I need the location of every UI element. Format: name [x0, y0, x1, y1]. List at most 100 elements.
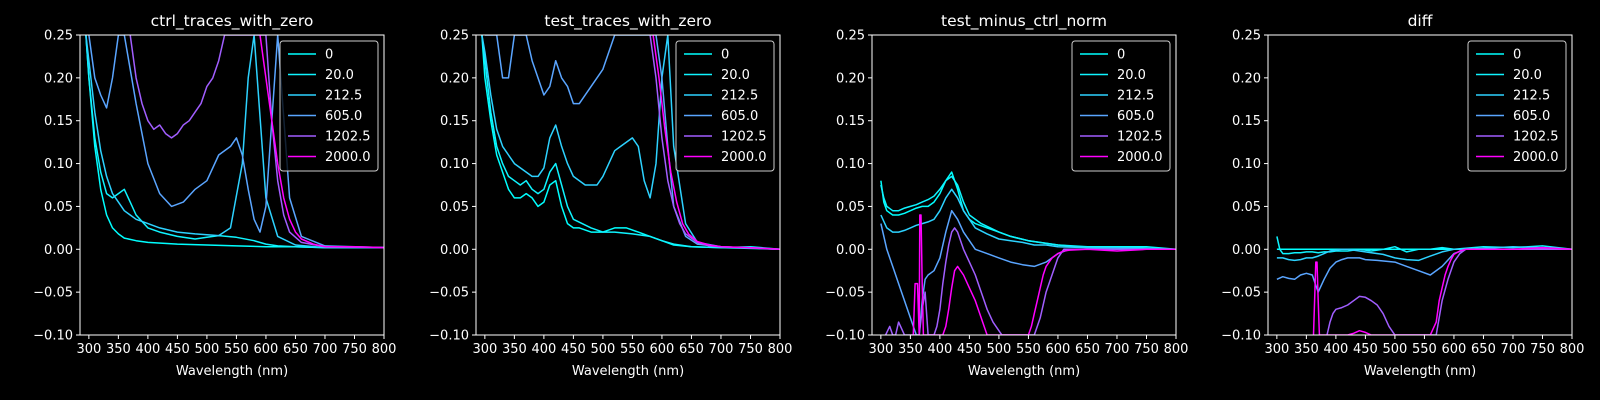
legend-label: 0 — [1513, 48, 1521, 63]
series-line-605-0 — [1276, 248, 1572, 293]
x-tick-label: 650 — [1075, 342, 1100, 357]
legend-label: 20.0 — [1513, 68, 1542, 83]
legend-label: 212.5 — [1513, 89, 1550, 104]
plot-frame — [871, 34, 1177, 336]
y-tick-label: 0.10 — [44, 157, 73, 172]
y-tick-label: 0.10 — [1232, 157, 1261, 172]
y-tick-label: 0.25 — [440, 29, 469, 44]
series-line-20-0 — [481, 35, 780, 251]
y-tick-label: 0.05 — [1232, 200, 1261, 215]
chart-title: diff — [1408, 12, 1433, 30]
x-axis-label: Wavelength (nm) — [968, 364, 1080, 379]
y-tick-label: 0.05 — [44, 200, 73, 215]
y-tick-label: −0.05 — [825, 286, 865, 301]
x-tick-label: 700 — [313, 342, 338, 357]
series-line-20-0 — [85, 35, 384, 249]
x-tick-label: 800 — [372, 342, 397, 357]
x-tick-label: 400 — [531, 342, 556, 357]
x-tick-label: 500 — [194, 342, 219, 357]
legend-box — [1467, 40, 1567, 172]
y-tick-label: 0.10 — [836, 157, 865, 172]
legend-label: 1202.5 — [721, 130, 767, 145]
y-tick-label: −0.10 — [429, 329, 469, 344]
y-tick-label: 0.25 — [1232, 29, 1261, 44]
series-line-1202-5 — [884, 227, 1176, 335]
y-tick-label: 0.15 — [836, 114, 865, 129]
y-tick-label: 0.15 — [1232, 114, 1261, 129]
series-lines — [85, 35, 384, 249]
x-tick-label: 550 — [1016, 342, 1041, 357]
x-tick-label: 700 — [1105, 342, 1130, 357]
series-line-605-0 — [88, 35, 384, 249]
x-tick-label: 350 — [502, 342, 527, 357]
legend-label: 212.5 — [1117, 89, 1154, 104]
x-tick-label: 700 — [1501, 342, 1526, 357]
panels: ctrl_traces_with_zero Wavelength (nm) 300 3… — [33, 12, 1584, 379]
y-tick-label: −0.05 — [33, 286, 73, 301]
series-line-2000-0 — [1312, 246, 1572, 335]
legend-box — [675, 40, 775, 172]
plot-frame — [1267, 34, 1573, 336]
chart-panel-1: ctrl_traces_with_zero Wavelength (nm) 300 3… — [33, 12, 396, 379]
x-tick-label: 550 — [620, 342, 645, 357]
legend-label: 605.0 — [325, 109, 362, 124]
x-tick-label: 300 — [1264, 342, 1289, 357]
x-tick-label: 800 — [1164, 342, 1189, 357]
y-tick-label: 0.10 — [440, 157, 469, 172]
plot-frame — [79, 34, 385, 336]
x-tick-label: 500 — [1382, 342, 1407, 357]
x-tick-label: 600 — [1046, 342, 1071, 357]
chart-title: test_traces_with_zero — [544, 12, 711, 31]
legend: 0 20.0 212.5 605.0 1202.5 2000.0 — [279, 40, 379, 172]
plot-frame — [475, 34, 781, 336]
legend-label: 2000.0 — [1513, 150, 1559, 165]
legend-box — [279, 40, 379, 172]
x-tick-label: 600 — [650, 342, 675, 357]
chart-title: test_minus_ctrl_norm — [941, 12, 1107, 31]
legend-label: 212.5 — [325, 89, 362, 104]
legend-label: 212.5 — [721, 89, 758, 104]
legend-label: 20.0 — [325, 68, 354, 83]
series-line-20-0 — [880, 175, 1176, 251]
y-tick-label: 0.20 — [440, 71, 469, 86]
x-tick-label: 750 — [738, 342, 763, 357]
y-tick-label: −0.05 — [429, 286, 469, 301]
legend-label: 605.0 — [721, 109, 758, 124]
series-line-1202-5 — [1326, 248, 1572, 335]
x-tick-label: 450 — [957, 342, 982, 357]
x-tick-label: 650 — [283, 342, 308, 357]
y-tick-label: 0.05 — [836, 200, 865, 215]
y-tick-label: −0.10 — [33, 329, 73, 344]
series-line-1202-5 — [129, 35, 384, 249]
legend-label: 20.0 — [721, 68, 750, 83]
series-lines — [481, 35, 780, 251]
x-tick-label: 400 — [927, 342, 952, 357]
chart-panel-4: diff Wavelength (nm) 300 350 400 450 500 550 600… — [1221, 12, 1584, 379]
y-tick-label: 0.25 — [44, 29, 73, 44]
x-tick-label: 350 — [1294, 342, 1319, 357]
legend-label: 1202.5 — [325, 130, 371, 145]
series-line-2000-0 — [912, 214, 1176, 335]
x-tick-label: 350 — [106, 342, 131, 357]
x-axis-label: Wavelength (nm) — [176, 364, 288, 379]
x-tick-label: 750 — [342, 342, 367, 357]
legend: 0 20.0 212.5 605.0 1202.5 2000.0 — [675, 40, 775, 172]
x-tick-label: 600 — [254, 342, 279, 357]
x-tick-label: 650 — [679, 342, 704, 357]
y-tick-label: 0.00 — [440, 243, 469, 258]
y-tick-label: 0.00 — [1232, 243, 1261, 258]
legend: 0 20.0 212.5 605.0 1202.5 2000.0 — [1467, 40, 1567, 172]
legend-label: 0 — [325, 48, 333, 63]
series-line-2000-0 — [652, 35, 780, 251]
x-axis-label: Wavelength (nm) — [572, 364, 684, 379]
y-tick-label: 0.20 — [44, 71, 73, 86]
chart-panel-3: test_minus_ctrl_norm Wavelength (nm) 300 35… — [825, 12, 1188, 379]
y-tick-label: 0.15 — [44, 114, 73, 129]
x-tick-label: 400 — [135, 342, 160, 357]
x-tick-label: 550 — [1412, 342, 1437, 357]
legend-label: 0 — [1117, 48, 1125, 63]
legend-label: 605.0 — [1513, 109, 1550, 124]
x-tick-label: 450 — [165, 342, 190, 357]
